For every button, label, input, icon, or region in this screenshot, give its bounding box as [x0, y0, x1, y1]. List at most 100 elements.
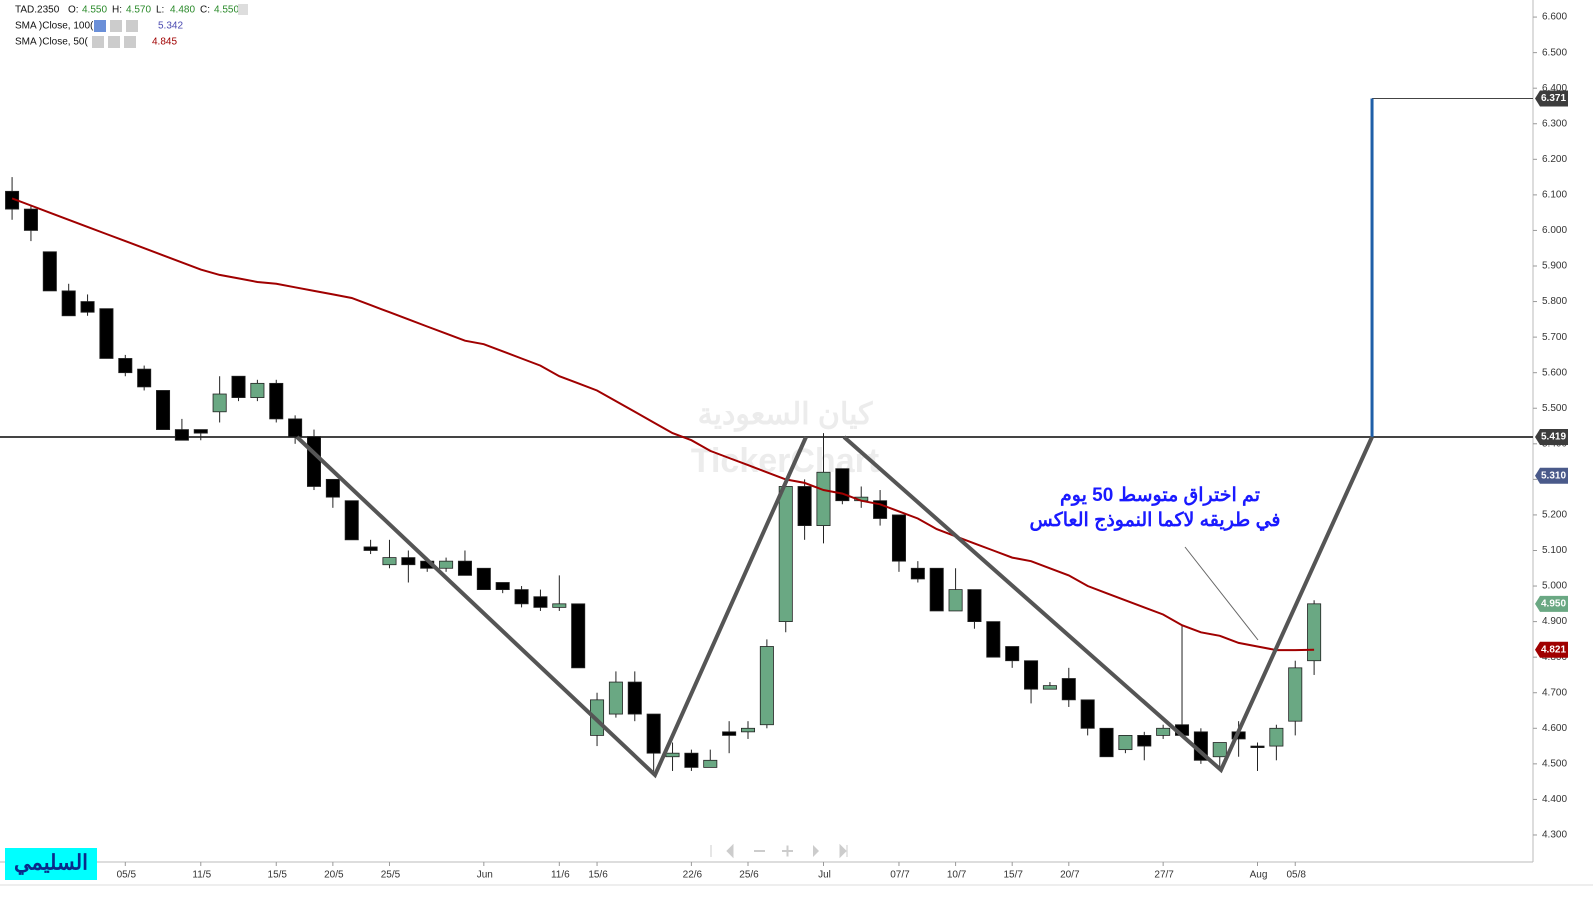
candle-body — [948, 589, 963, 612]
x-tick-label: 25/5 — [381, 870, 401, 881]
indicator-icon — [108, 36, 120, 48]
author-box — [5, 848, 97, 880]
y-tick-label: 6.500 — [1542, 47, 1567, 58]
pattern-line — [295, 435, 808, 779]
ohlc-label: H: — [112, 5, 122, 16]
candle-body — [967, 589, 982, 623]
symbol: TAD.2350 — [15, 5, 60, 16]
candle-body — [571, 603, 586, 669]
candle-body — [741, 727, 756, 733]
nav-zoom-in[interactable] — [782, 845, 793, 857]
y-tick-label: 5.100 — [1542, 545, 1567, 556]
y-tick-label: 6.100 — [1542, 190, 1567, 201]
indicator-value: 5.342 — [158, 21, 183, 32]
y-tick-label: 5.000 — [1542, 581, 1567, 592]
candle-body — [722, 731, 737, 736]
indicator-value: 4.845 — [152, 37, 177, 48]
plot: 4.3004.4004.5004.6004.7004.8004.9005.000… — [0, 12, 1568, 881]
annotation: تم اختراق متوسط 50 يوم — [1060, 485, 1260, 506]
ohlc-label: L: — [156, 5, 164, 16]
ohlc-value: 4.550 — [82, 5, 107, 16]
x-tick-label: 07/7 — [890, 870, 910, 881]
y-tick-label: 4.500 — [1542, 758, 1567, 769]
candle-body — [156, 390, 171, 430]
candle-body — [1099, 727, 1114, 758]
price-label-box — [1535, 641, 1568, 658]
x-tick-label: Jul — [818, 870, 831, 881]
ohlc-value: 4.570 — [126, 5, 151, 16]
candle-body — [646, 713, 661, 754]
candle-body — [1250, 745, 1265, 748]
price-label: 4.950 — [1541, 598, 1566, 609]
sma-line — [11, 197, 1315, 652]
candle-body — [495, 582, 510, 591]
y-tick-label: 5.700 — [1542, 332, 1567, 343]
pattern-line — [842, 435, 1374, 774]
candle-body — [797, 486, 812, 526]
y-tick-label: 4.900 — [1542, 616, 1567, 627]
candle-body — [929, 567, 944, 612]
ohlc-value: 4.550 — [214, 5, 239, 16]
nav-last[interactable] — [839, 843, 848, 859]
x-tick-label: 11/6 — [551, 870, 570, 881]
candle-body — [1118, 735, 1133, 751]
nav-zoom-out[interactable] — [754, 850, 765, 852]
price-label: 5.310 — [1541, 470, 1566, 481]
candle-body — [910, 567, 925, 580]
x-tick-label: 05/8 — [1287, 870, 1307, 881]
menu-icon — [238, 4, 248, 15]
y-tick-label: 6.600 — [1542, 12, 1567, 23]
price-label: 6.371 — [1541, 93, 1566, 104]
candle-body — [1080, 699, 1095, 729]
candle-body — [1024, 660, 1039, 690]
price-label: 4.821 — [1541, 644, 1566, 655]
y-tick-label: 4.300 — [1542, 830, 1567, 841]
x-tick-label: 20/7 — [1060, 870, 1080, 881]
legend: TAD.2350 O: 4.550 H: 4.570 L: 4.480 C: 4.550SMA … — [15, 4, 248, 48]
candle-body — [269, 382, 284, 420]
ohlc-label: C: — [200, 5, 210, 16]
candle-body — [665, 752, 680, 758]
candle-body — [118, 358, 133, 374]
price-label-box — [1535, 429, 1568, 446]
x-tick-label: 15/7 — [1003, 870, 1023, 881]
candle-body — [344, 500, 359, 541]
candle-body — [193, 429, 208, 434]
x-tick-label: 22/6 — [683, 870, 703, 881]
x-tick-label: 25/6 — [739, 870, 759, 881]
candle-body — [627, 681, 642, 715]
price-label-box — [1535, 595, 1568, 612]
nav-next[interactable] — [813, 845, 819, 857]
x-tick-label: Aug — [1250, 870, 1268, 881]
candle-body — [1156, 727, 1171, 736]
x-tick-label: 20/5 — [324, 870, 344, 881]
candle-body — [363, 546, 378, 551]
candle-body — [1042, 685, 1057, 690]
nav-first[interactable] — [710, 843, 734, 859]
y-tick-label: 5.900 — [1542, 261, 1567, 272]
y-tick-label: 5.800 — [1542, 296, 1567, 307]
y-tick-label: 4.700 — [1542, 687, 1567, 698]
y-tick-label: 6.200 — [1542, 154, 1567, 165]
y-tick-label: 4.400 — [1542, 794, 1567, 805]
candle-body — [325, 478, 340, 498]
indicator-icon — [110, 20, 122, 32]
y-tick-label: 5.600 — [1542, 367, 1567, 378]
candle-body — [552, 603, 567, 608]
candle-body — [212, 393, 227, 413]
x-tick-label: 15/6 — [588, 870, 608, 881]
candle-body — [439, 560, 454, 569]
candle-body — [1137, 735, 1152, 747]
candle-body — [99, 308, 114, 359]
y-tick-label: 4.600 — [1542, 723, 1567, 734]
y-tick-label: 6.000 — [1542, 225, 1567, 236]
nav-controls[interactable] — [710, 843, 848, 859]
candle-body — [306, 436, 322, 487]
ohlc-label: O: — [68, 5, 79, 16]
candle-body — [891, 514, 906, 562]
author: السليمي — [14, 852, 88, 876]
candle-body — [1005, 646, 1020, 662]
indicator-icon — [94, 20, 106, 32]
candle-body — [288, 418, 303, 438]
